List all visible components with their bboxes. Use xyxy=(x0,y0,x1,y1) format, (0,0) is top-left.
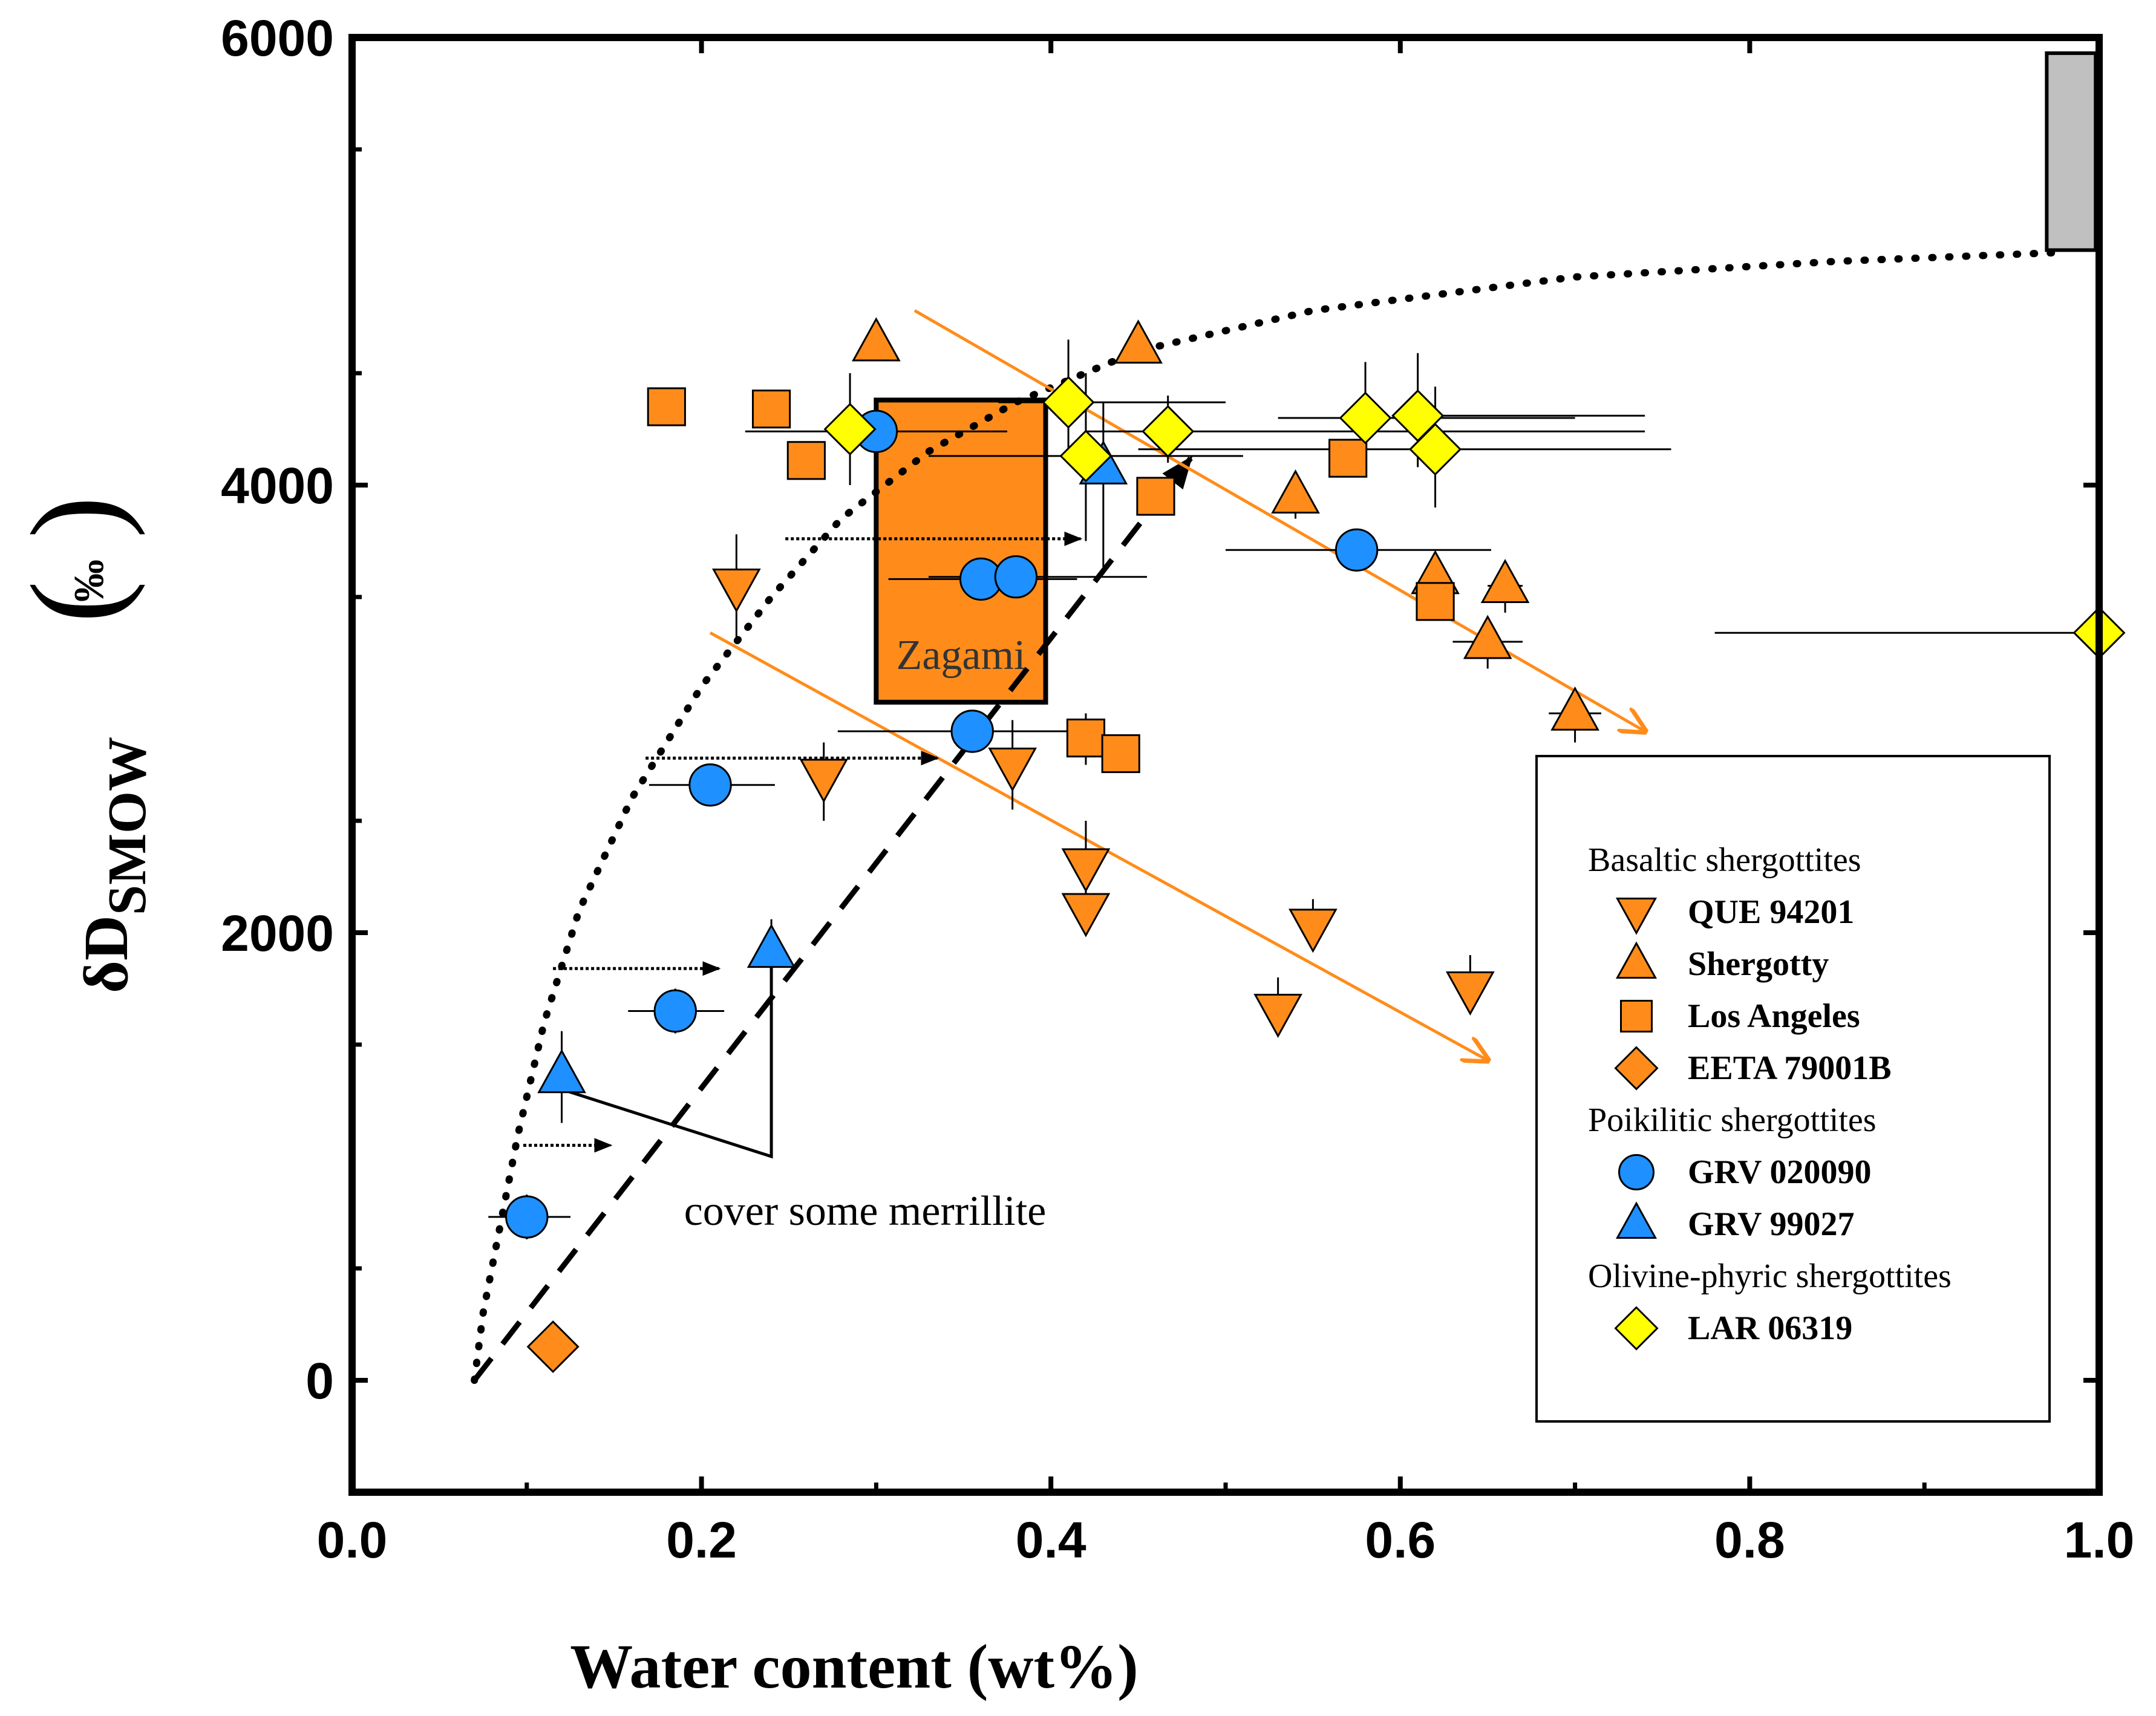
legend-marker xyxy=(1615,1201,1658,1239)
data-point-los-angeles xyxy=(1066,719,1106,758)
data-point-lar-06319 xyxy=(1142,405,1195,458)
data-point-los-angeles xyxy=(1101,734,1140,774)
orange-trend-arrow xyxy=(913,309,1645,731)
data-point-los-angeles xyxy=(752,390,791,429)
legend-group-title: Olivine-phyric shergottites xyxy=(1588,1258,1952,1295)
legend-group-title: Basaltic shergottites xyxy=(1588,841,1861,879)
data-point-que-94201 xyxy=(1061,893,1111,938)
data-point-grv-99027 xyxy=(746,924,796,968)
legend-marker xyxy=(1614,1046,1659,1091)
legend-entry-label: GRV 99027 xyxy=(1688,1205,1854,1243)
annotation-leader xyxy=(561,964,773,1159)
data-point-que-94201 xyxy=(712,569,761,613)
legend-marker xyxy=(1614,1306,1659,1351)
y-tick-label: 2000 xyxy=(221,905,334,962)
y-tick-label: 4000 xyxy=(221,457,334,514)
x-tick-label: 0.2 xyxy=(666,1512,737,1568)
dashed-trend-line xyxy=(472,455,1193,1382)
data-point-grv-020090 xyxy=(950,710,994,753)
data-point-grv-020090 xyxy=(505,1195,549,1239)
legend-marker xyxy=(1620,1000,1653,1033)
data-point-lar-06319 xyxy=(1059,429,1112,483)
legend-entry-label: EETA 79001B xyxy=(1688,1049,1892,1087)
data-point-shergotty xyxy=(1550,686,1599,731)
data-point-lar-06319 xyxy=(1042,376,1095,429)
data-point-shergotty xyxy=(1114,319,1163,364)
x-tick-label: 1.0 xyxy=(2064,1512,2135,1568)
data-point-grv-020090 xyxy=(653,989,697,1033)
data-point-los-angeles xyxy=(1328,439,1368,478)
data-point-que-94201 xyxy=(1253,994,1302,1039)
legend: Basaltic shergottites QUE 94201 Shergotty L… xyxy=(1535,755,2051,1423)
data-point-eeta-79001b xyxy=(526,1320,580,1374)
y-tick-label: 0 xyxy=(305,1352,334,1409)
annotation-text: cover some merrillite xyxy=(684,1188,1047,1235)
data-point-grv-020090 xyxy=(688,763,732,807)
zagami-box xyxy=(874,397,1048,705)
data-point-lar-06319 xyxy=(823,402,877,456)
legend-entry-label: GRV 020090 xyxy=(1688,1153,1871,1191)
y-axis-title: δDSMOW ( ) ‰ xyxy=(5,496,157,993)
svg-text:δDSMOW: δDSMOW xyxy=(71,737,157,993)
data-point-grv-99027 xyxy=(537,1049,586,1094)
y-axis-title-main: δD xyxy=(71,915,141,993)
dotted-curve xyxy=(471,249,2068,1384)
data-point-los-angeles xyxy=(647,387,686,426)
legend-marker xyxy=(1615,898,1658,935)
y-axis-paren-left: ( xyxy=(5,581,146,623)
x-axis-title: Water content (wt%) xyxy=(570,1632,1138,1701)
data-point-shergotty xyxy=(1271,469,1320,514)
orange-trend-arrow xyxy=(709,631,1488,1060)
data-point-shergotty xyxy=(1480,558,1530,603)
data-point-los-angeles xyxy=(1136,477,1175,516)
zagami-label: Zagami xyxy=(897,632,1026,679)
data-point-que-94201 xyxy=(799,758,849,803)
data-point-que-94201 xyxy=(988,748,1037,792)
data-point-lar-06319 xyxy=(1339,391,1392,445)
x-tick-label: 0.8 xyxy=(1714,1512,1785,1568)
x-tick-label: 0.0 xyxy=(317,1512,388,1568)
legend-marker xyxy=(1618,1154,1655,1190)
axis-ticks: 0.0 0.2 0.4 0.6 0.8 1.0 0 2000 4000 6000 xyxy=(221,10,2134,1568)
data-point-que-94201 xyxy=(1289,909,1338,953)
data-point-grv-020090 xyxy=(1334,528,1379,572)
data-point-grv-020090 xyxy=(994,555,1038,599)
y-axis-title-sub: SMOW xyxy=(97,737,157,915)
data-point-que-94201 xyxy=(1061,848,1111,893)
chart-overlays xyxy=(471,51,2098,1384)
data-point-los-angeles xyxy=(1416,582,1455,621)
data-point-shergotty xyxy=(852,317,901,362)
data-point-los-angeles xyxy=(786,441,826,480)
y-axis-unit: ‰ xyxy=(66,559,113,602)
y-tick-label: 6000 xyxy=(221,10,334,67)
data-point-que-94201 xyxy=(1445,971,1495,1016)
data-point-shergotty xyxy=(1463,615,1512,659)
legend-entry-label: QUE 94201 xyxy=(1688,893,1854,931)
legend-entry-label: Los Angeles xyxy=(1688,997,1860,1035)
legend-group-title: Poikilitic shergottites xyxy=(1588,1101,1877,1139)
legend-entry-label: LAR 06319 xyxy=(1688,1310,1852,1347)
data-markers xyxy=(505,317,2126,1374)
x-tick-label: 0.6 xyxy=(1365,1512,1436,1568)
legend-entry-label: Shergotty xyxy=(1688,945,1829,983)
legend-marker xyxy=(1615,941,1658,979)
data-point-lar-06319 xyxy=(1409,423,1462,476)
x-tick-label: 0.4 xyxy=(1016,1512,1086,1568)
y-axis-paren-right: ) xyxy=(5,496,146,538)
gray-box xyxy=(2045,51,2098,252)
legend-box xyxy=(1535,755,2051,1423)
